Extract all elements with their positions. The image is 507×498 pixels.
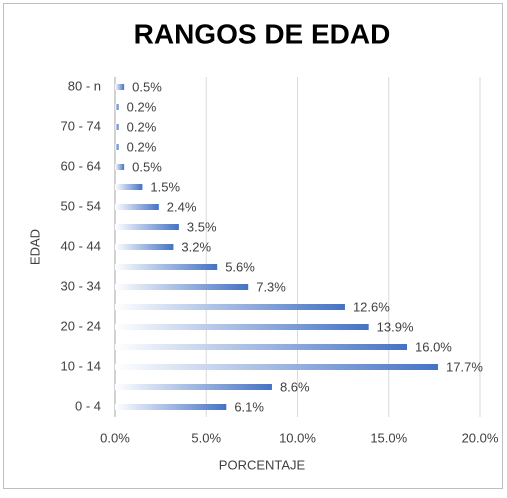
- value-label: 13.9%: [377, 319, 414, 334]
- y-tick-label: 40 - 44: [61, 238, 101, 253]
- value-label: 12.6%: [353, 299, 390, 314]
- y-axis-label: EDAD: [27, 229, 42, 265]
- bar: [115, 364, 439, 370]
- y-tick-label: 0 - 4: [75, 398, 101, 413]
- bar: [115, 344, 407, 350]
- value-label: 0.2%: [127, 99, 157, 114]
- x-axis-label: PORCENTAJE: [219, 457, 306, 472]
- y-tick-label: 10 - 14: [61, 358, 101, 373]
- value-label: 0.5%: [132, 159, 162, 174]
- x-tick-label: 10.0%: [279, 430, 316, 445]
- value-label: 0.2%: [127, 139, 157, 154]
- x-tick-label: 0.0%: [100, 430, 130, 445]
- bar: [115, 204, 159, 210]
- value-label: 16.0%: [415, 339, 452, 354]
- bar: [115, 384, 272, 390]
- value-label: 0.2%: [127, 119, 157, 134]
- y-tick-label: 80 - n: [68, 78, 101, 93]
- value-label: 2.4%: [167, 199, 197, 214]
- bar: [115, 284, 249, 290]
- value-label: 6.1%: [234, 399, 264, 414]
- bar: [115, 184, 143, 190]
- value-label: 5.6%: [225, 259, 255, 274]
- y-tick-label: 50 - 54: [61, 198, 101, 213]
- x-tick-label: 20.0%: [462, 430, 499, 445]
- chart-title: RANGOS DE EDAD: [134, 18, 391, 49]
- bar: [115, 124, 119, 130]
- bar: [115, 164, 125, 170]
- bar: [115, 404, 227, 410]
- value-label: 8.6%: [280, 379, 310, 394]
- bar: [115, 304, 345, 310]
- x-tick-label: 15.0%: [370, 430, 407, 445]
- value-label: 17.7%: [446, 359, 483, 374]
- value-label: 1.5%: [150, 179, 180, 194]
- y-tick-label: 70 - 74: [61, 118, 101, 133]
- value-label: 7.3%: [256, 279, 286, 294]
- value-label: 3.5%: [187, 219, 217, 234]
- bar: [115, 104, 119, 110]
- chart-frame: [3, 3, 503, 489]
- bar: [115, 84, 125, 90]
- bar: [115, 264, 218, 270]
- value-label: 3.2%: [181, 239, 211, 254]
- bar: [115, 324, 369, 330]
- value-label: 0.5%: [132, 79, 162, 94]
- y-tick-label: 60 - 64: [61, 158, 101, 173]
- bar: [115, 244, 174, 250]
- bar: [115, 224, 179, 230]
- x-tick-label: 5.0%: [191, 430, 221, 445]
- y-tick-label: 30 - 34: [61, 278, 101, 293]
- y-tick-label: 20 - 24: [61, 318, 101, 333]
- bar: [115, 144, 119, 150]
